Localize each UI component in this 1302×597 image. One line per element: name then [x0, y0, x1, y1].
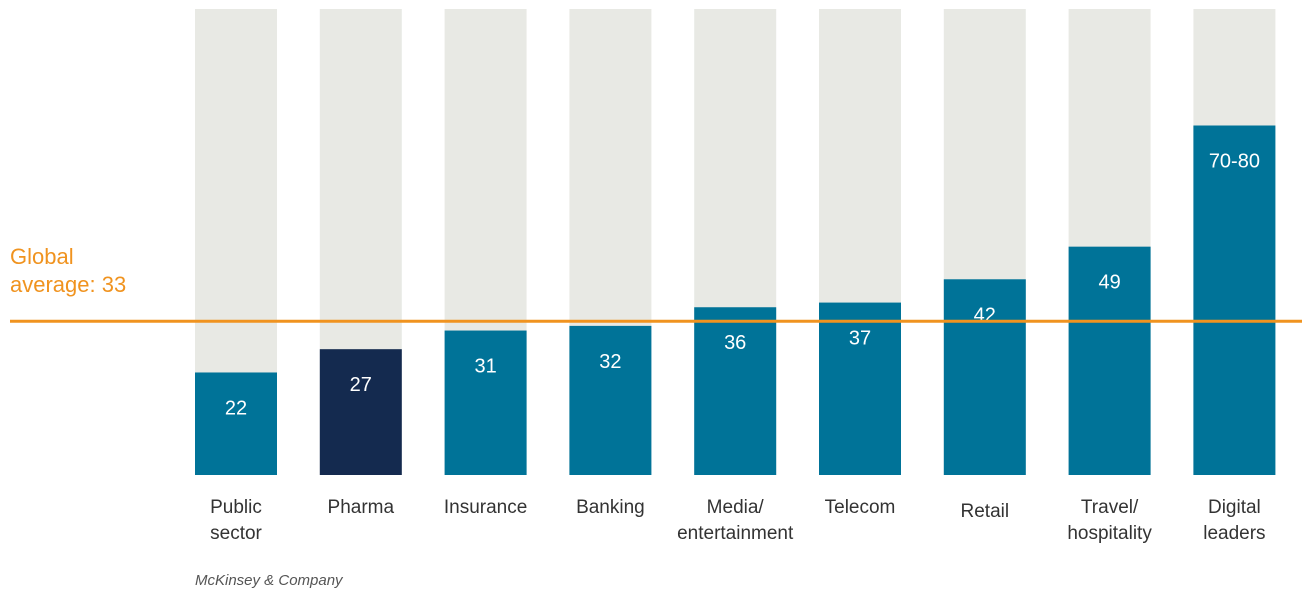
bar [319, 349, 402, 475]
bar-value-label: 27 [350, 374, 372, 396]
category-label: leaders [1203, 523, 1265, 544]
bar [819, 302, 901, 475]
bar-value-label: 22 [225, 397, 247, 419]
bar-value-label: 49 [1098, 272, 1120, 294]
bar-value-label: 36 [724, 332, 746, 354]
global-average-label: Global average: 33 [10, 243, 126, 299]
bar-value-label: 32 [599, 351, 621, 373]
bar [444, 330, 527, 475]
category-label: entertainment [677, 523, 794, 544]
bar-value-label: 42 [974, 304, 996, 326]
bar [943, 279, 1026, 475]
global-average-label-line1: Global [10, 244, 74, 269]
category-label: sector [210, 523, 262, 544]
bar [694, 307, 777, 475]
category-label: Media/ [707, 497, 765, 518]
global-average-label-line2: average: 33 [10, 272, 127, 297]
category-label: Banking [576, 497, 645, 518]
bar-value-label: 31 [474, 356, 496, 378]
bar [569, 325, 652, 475]
category-label: Pharma [328, 497, 395, 518]
category-label: Digital [1208, 497, 1261, 518]
source-credit: McKinsey & Company [195, 572, 343, 589]
category-label: hospitality [1067, 523, 1152, 544]
category-label: Travel/ [1081, 497, 1139, 518]
bar [1193, 125, 1276, 475]
bar [1068, 246, 1151, 475]
category-label: Public [210, 497, 262, 518]
category-label: Telecom [825, 497, 896, 518]
bar-value-label: 37 [849, 328, 871, 350]
category-label: Insurance [444, 497, 527, 518]
bar [195, 372, 277, 475]
category-label: Retail [961, 501, 1010, 522]
bar-value-label: 70-80 [1209, 151, 1260, 173]
